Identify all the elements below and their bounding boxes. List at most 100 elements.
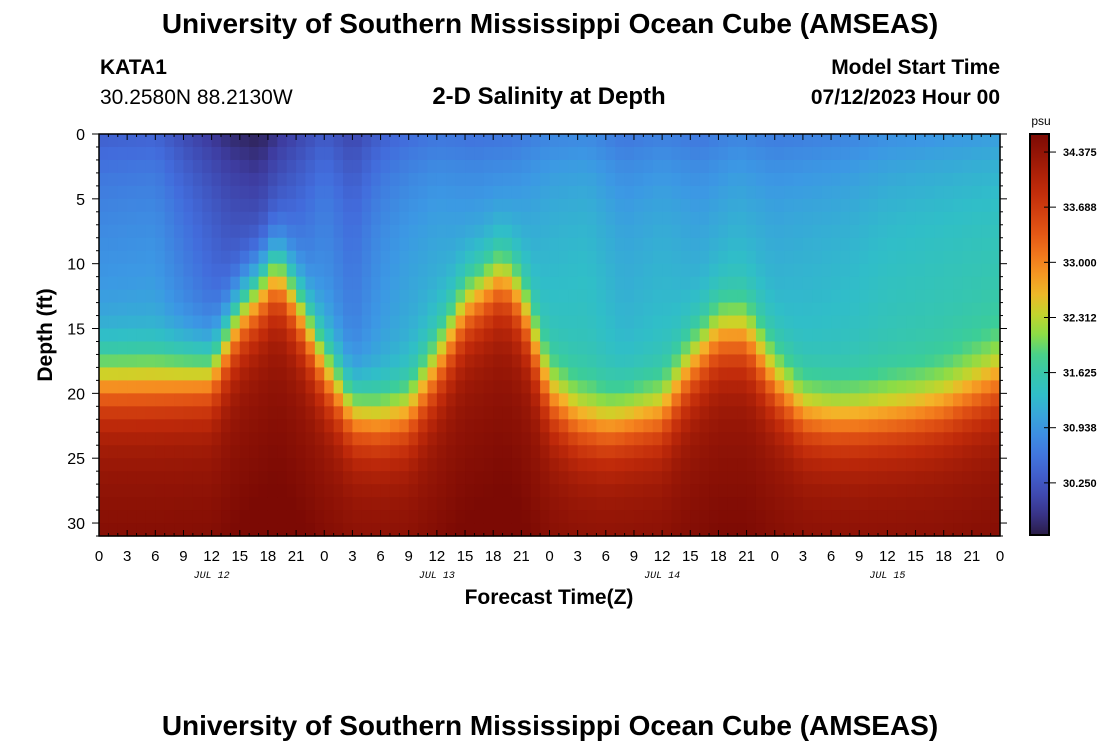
heatmap-cell (934, 146, 945, 161)
heatmap-cell (990, 263, 1001, 278)
heatmap-cell (615, 458, 626, 472)
heatmap-cell (117, 432, 128, 446)
heatmap-cell (624, 328, 635, 343)
heatmap-cell (540, 354, 551, 369)
heatmap-cell (755, 510, 766, 524)
heatmap-cell (746, 328, 757, 343)
heatmap-cell (934, 302, 945, 317)
heatmap-cell (511, 237, 522, 252)
heatmap-cell (699, 497, 710, 511)
heatmap-cell (953, 328, 964, 343)
heatmap-cell (249, 134, 260, 148)
heatmap-cell (877, 250, 888, 265)
heatmap-cell (755, 328, 766, 343)
heatmap-cell (737, 497, 748, 511)
heatmap-cell (389, 224, 400, 239)
heatmap-cell (896, 198, 907, 213)
heatmap-cell (380, 367, 391, 381)
heatmap-cell (221, 471, 231, 485)
heatmap-cell (314, 237, 325, 252)
heatmap-cell (746, 159, 757, 174)
heatmap-cell (192, 367, 203, 381)
heatmap-cell (530, 497, 541, 511)
heatmap-cell (924, 523, 935, 537)
heatmap-cell (239, 185, 250, 200)
heatmap-cell (671, 471, 682, 485)
heatmap-cell (305, 172, 316, 187)
heatmap-cell (389, 315, 400, 330)
heatmap-cell (267, 159, 278, 174)
heatmap-cell (615, 315, 626, 330)
heatmap-cell (699, 367, 710, 381)
x-axis-label: Forecast Time(Z) (465, 586, 634, 609)
heatmap-cell (446, 523, 457, 537)
heatmap-cell (305, 406, 316, 420)
heatmap-cell (343, 159, 354, 174)
heatmap-cell (371, 198, 382, 213)
heatmap-cell (305, 211, 316, 226)
heatmap-cell (530, 510, 541, 524)
heatmap-cell (746, 172, 757, 187)
heatmap-cell (530, 159, 541, 174)
heatmap-cell (380, 458, 391, 472)
heatmap-cell (793, 328, 804, 343)
heatmap-cell (192, 458, 203, 472)
heatmap-cell (230, 185, 241, 200)
heatmap-cell (408, 419, 419, 433)
heatmap-cell (718, 393, 729, 407)
heatmap-cell (483, 380, 494, 394)
heatmap-cell (493, 315, 504, 330)
heatmap-cell (511, 367, 522, 381)
heatmap-cell (615, 250, 626, 265)
heatmap-cell (887, 497, 898, 511)
heatmap-cell (737, 134, 748, 148)
heatmap-cell (540, 263, 551, 278)
heatmap-cell (709, 289, 720, 304)
heatmap-cell (174, 172, 185, 187)
heatmap-cell (802, 497, 813, 511)
heatmap-cell (324, 432, 335, 446)
heatmap-cell (587, 510, 598, 524)
heatmap-cell (333, 419, 344, 433)
heatmap-cell (502, 432, 513, 446)
heatmap-cell (812, 224, 823, 239)
heatmap-cell (211, 302, 222, 317)
heatmap-cell (840, 432, 851, 446)
heatmap-cell (802, 328, 813, 343)
heatmap-cell (399, 341, 410, 356)
heatmap-cell (849, 276, 860, 291)
heatmap-cell (399, 159, 410, 174)
heatmap-cell (831, 419, 842, 433)
heatmap-cell (868, 523, 879, 537)
heatmap-cell (671, 497, 682, 511)
heatmap-cell (549, 198, 560, 213)
heatmap-cell (727, 497, 738, 511)
heatmap-cell (418, 380, 429, 394)
heatmap-cell (793, 289, 804, 304)
heatmap-cell (690, 302, 701, 317)
heatmap-cell (286, 432, 297, 446)
heatmap-cell (652, 393, 663, 407)
heatmap-cell (558, 172, 569, 187)
heatmap-cell (662, 341, 673, 356)
heatmap-cell (643, 237, 654, 252)
heatmap-cell (849, 419, 860, 433)
heatmap-cell (239, 237, 250, 252)
heatmap-cell (699, 237, 710, 252)
colorbar-tick-label: 30.938 (1063, 423, 1097, 435)
heatmap-cell (821, 458, 832, 472)
heatmap-cell (915, 445, 926, 459)
heatmap-cell (718, 237, 729, 252)
heatmap-cell (502, 224, 513, 239)
heatmap-cell (483, 263, 494, 278)
heatmap-cell (643, 159, 654, 174)
heatmap-cell (587, 354, 598, 369)
heatmap-cell (408, 328, 419, 343)
heatmap-cell (802, 471, 813, 485)
heatmap-cell (568, 159, 579, 174)
heatmap-cell (643, 198, 654, 213)
heatmap-cell (155, 471, 166, 485)
heatmap-cell (924, 263, 935, 278)
heatmap-cell (549, 237, 560, 252)
heatmap-cell (136, 237, 147, 252)
